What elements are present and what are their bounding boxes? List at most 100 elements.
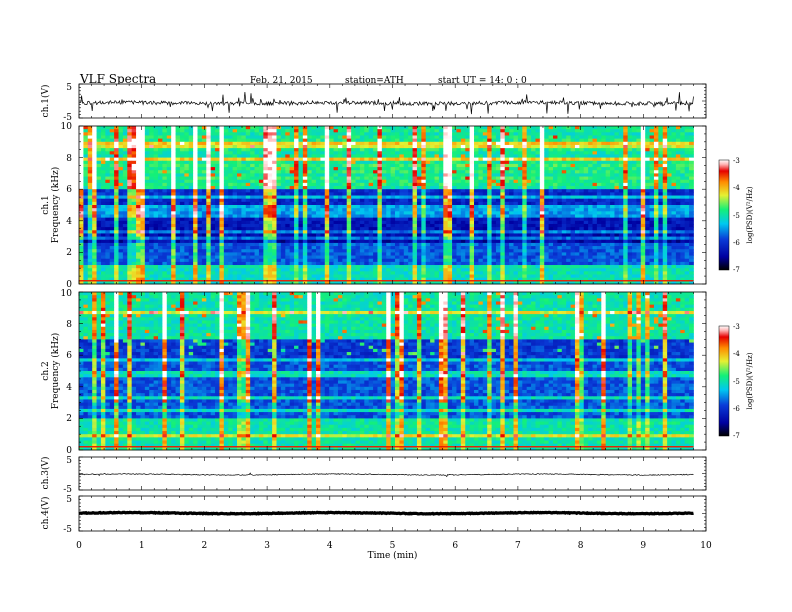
- spectrogram-cell: [653, 186, 659, 190]
- spectrogram-cell: [324, 214, 330, 219]
- spectrogram-cell: [355, 189, 361, 193]
- spectrogram-cell: [403, 217, 409, 222]
- spectrogram-cell: [478, 141, 484, 146]
- spectrogram-cell: [649, 182, 655, 187]
- spectrogram-cell: [210, 182, 216, 187]
- spectrogram-cell: [307, 144, 313, 149]
- spectrogram-cell: [92, 132, 97, 136]
- spectrogram-cell: [201, 233, 207, 237]
- spectrogram-cell: [403, 192, 409, 196]
- spectrogram-cell: [605, 214, 611, 219]
- spectrogram-cell: [245, 189, 251, 193]
- spectrogram-cell: [509, 141, 514, 146]
- spectrogram-cell: [83, 144, 89, 149]
- spectrogram-cell: [201, 167, 207, 171]
- spectrogram-cell: [346, 138, 352, 143]
- spectrogram-cell: [667, 230, 672, 234]
- spectrogram-cell: [153, 220, 159, 225]
- spectrogram-cell: [416, 217, 422, 222]
- spectrogram-cell: [267, 135, 273, 140]
- spectrogram-cell: [684, 230, 690, 234]
- spectrogram-cell: [223, 144, 229, 149]
- spectrogram-cell: [377, 138, 383, 143]
- spectrogram-cell: [491, 163, 497, 168]
- spectrogram-cell: [689, 157, 694, 162]
- spectrogram-cell: [390, 227, 396, 231]
- spectrogram-cell: [579, 186, 585, 190]
- spectrogram-cell: [333, 126, 339, 130]
- spectrogram-cell: [263, 160, 269, 165]
- spectrogram-cell: [92, 195, 97, 200]
- spectrogram-cell: [258, 220, 264, 225]
- spectrogram-cell: [658, 135, 664, 140]
- spectrogram-cell: [153, 198, 159, 203]
- spectrogram-cell: [201, 154, 207, 158]
- spectrogram-cell: [188, 208, 194, 212]
- spectrogram-cell: [219, 208, 225, 212]
- spectrogram-cell: [623, 214, 629, 219]
- spectrogram-cell: [87, 173, 93, 177]
- spectrogram-cell: [210, 217, 216, 222]
- spectrogram-cell: [280, 160, 286, 165]
- spectrogram-cell: [258, 217, 264, 222]
- spectrogram-cell: [579, 192, 585, 196]
- spectrogram-cell: [219, 189, 225, 193]
- spectrogram-cell: [513, 220, 519, 225]
- spectrogram-cell: [447, 201, 453, 206]
- spectrogram-cell: [197, 217, 203, 222]
- spectrogram-cell: [614, 157, 620, 162]
- spectrogram-cell: [311, 148, 317, 152]
- spectrogram-cell: [272, 141, 277, 146]
- spectrogram-cell: [316, 126, 321, 130]
- spectrogram-cell: [390, 173, 396, 177]
- spectrogram-cell: [118, 211, 124, 215]
- spectrogram-cell: [649, 167, 655, 171]
- spectrogram-cell: [395, 236, 400, 241]
- spectrogram-cell: [425, 148, 431, 152]
- spectrogram-cell: [144, 195, 150, 200]
- spectrogram-cell: [206, 163, 212, 168]
- spectrogram-cell: [390, 198, 396, 203]
- spectrogram-cell: [425, 154, 431, 158]
- spectrogram-cell: [684, 223, 690, 228]
- spectrogram-cell: [390, 157, 396, 162]
- spectrogram-cell: [359, 227, 365, 231]
- spectrogram-cell: [632, 205, 637, 209]
- spectrogram-cell: [377, 157, 383, 162]
- spectrogram-cell: [237, 220, 242, 225]
- spectrogram-cell: [223, 223, 229, 228]
- spectrogram-cell: [623, 126, 629, 130]
- spectrogram-cell: [509, 201, 514, 206]
- spectrogram-cell: [140, 179, 146, 184]
- spectrogram-cell: [430, 148, 435, 152]
- spectrogram-cell: [649, 201, 655, 206]
- spectrogram-cell: [215, 205, 220, 209]
- spectrogram-cell: [395, 160, 400, 165]
- spectrogram-cell: [574, 186, 580, 190]
- spectrogram-cell: [223, 141, 229, 146]
- spectrogram-cell: [636, 176, 642, 181]
- spectrogram-cell: [302, 135, 308, 140]
- spectrogram-cell: [649, 198, 655, 203]
- spectrogram-cell: [127, 151, 133, 155]
- spectrogram-cell: [92, 179, 97, 184]
- spectrogram-cell: [513, 160, 519, 165]
- spectrogram-cell: [258, 141, 264, 146]
- spectrogram-cell: [504, 223, 510, 228]
- spectrogram-cell: [535, 179, 541, 184]
- spectrogram-cell: [667, 157, 672, 162]
- spectrogram-cell: [171, 173, 176, 177]
- spectrogram-cell: [329, 135, 334, 140]
- spectrogram-cell: [351, 163, 356, 168]
- spectrogram-cell: [188, 186, 194, 190]
- spectrogram-cell: [434, 201, 440, 206]
- spectrogram-cell: [122, 173, 128, 177]
- spectrogram-cell: [430, 214, 435, 219]
- spectrogram-cell: [399, 182, 405, 187]
- spectrogram-cell: [447, 230, 453, 234]
- spectrogram-cell: [381, 167, 387, 171]
- spectrogram-cell: [179, 163, 185, 168]
- spectrogram-cell: [127, 236, 133, 241]
- spectrogram-cell: [452, 163, 457, 168]
- spectrogram-cell: [272, 144, 277, 149]
